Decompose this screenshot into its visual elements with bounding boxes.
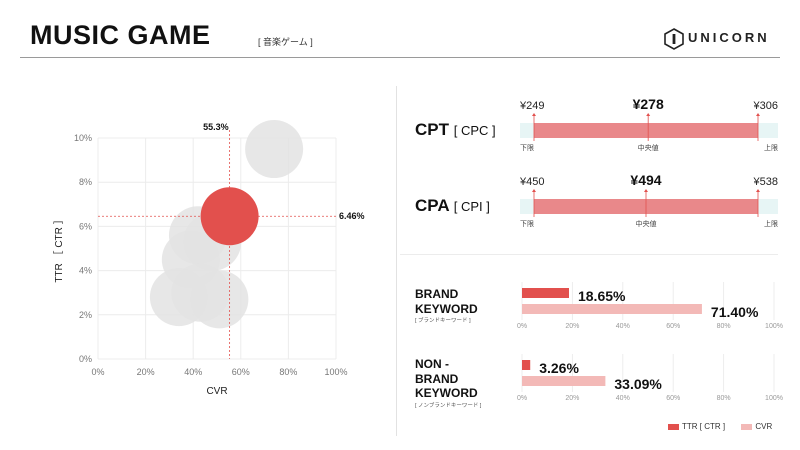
- highlight-y-label: 6.46%: [339, 211, 365, 221]
- brand-name: UNICORN: [688, 30, 770, 45]
- y-axis-title: TTR ［ CTR ］: [53, 214, 65, 282]
- cpa-min-arrow: [532, 189, 536, 192]
- cpt-median-caption: 中央値: [638, 143, 659, 152]
- cpt-max-caption: 上限: [764, 143, 778, 152]
- brand-x-tick-label: 60%: [666, 323, 680, 330]
- nonbrand-bar-ttr: [522, 360, 531, 370]
- brand-keyword-line-1: BRAND: [415, 287, 459, 301]
- nonbrand-keyword-title: NON - BRAND KEYWORD [ ノンブランドキーワード ]: [415, 357, 481, 409]
- cpt-sub-label: [ CPC ]: [453, 123, 496, 138]
- x-tick-label: 20%: [137, 367, 155, 377]
- highlight-x-label: 55.3%: [203, 122, 229, 132]
- brand-keyword-bar-chart: 0% 20% 40% 60% 80% 100% 18.65% 71.40%: [517, 282, 783, 330]
- section-divider: [400, 254, 778, 255]
- y-tick-label: 0%: [79, 354, 92, 364]
- bubble-point: [190, 270, 249, 329]
- brand-keyword-line-2: KEYWORD: [415, 301, 478, 316]
- x-tick-label: 60%: [232, 367, 250, 377]
- panel-divider: [396, 86, 397, 436]
- nonbrand-data-label-ttr: 3.26%: [539, 360, 579, 376]
- legend-label-ttr: TTR [ CTR ]: [682, 422, 726, 431]
- page-subtitle: [ 音楽ゲーム ]: [258, 37, 313, 47]
- x-axis-title: CVR: [206, 386, 227, 397]
- cpa-max-caption: 上限: [764, 219, 778, 228]
- page-title: MUSIC GAME: [30, 20, 211, 50]
- ttr-cvr-bubble-chart: 0% 20% 40% 60% 80% 100% 0% 2% 4% 6% 8% 10% CVR TTR ［ …: [53, 120, 365, 397]
- cpa-sub-label: [ CPI ]: [453, 199, 490, 214]
- nonbrand-keyword-sub: [ ノンブランドキーワード ]: [415, 402, 482, 409]
- nonbrand-keyword-line-3: KEYWORD: [415, 386, 478, 400]
- x-tick-label: 0%: [91, 367, 104, 377]
- brand-x-tick-label: 80%: [717, 323, 731, 330]
- cpt-max-arrow: [756, 113, 760, 116]
- legend-swatch-ttr: [668, 423, 679, 430]
- cpa-max-label: ¥538: [753, 176, 778, 188]
- cpt-median-arrow: [646, 113, 651, 116]
- cpt-range-bar: [534, 123, 758, 138]
- legend: TTR [ CTR ] CVR: [668, 422, 772, 431]
- brand-data-label-ttr: 18.65%: [578, 288, 626, 304]
- cpt-label: CPT: [415, 120, 449, 139]
- nonbrand-x-tick-label: 60%: [666, 395, 680, 402]
- brand-keyword-title: BRAND KEYWORD [ ブランドキーワード ]: [415, 287, 478, 324]
- brand-data-label-cvr: 71.40%: [711, 304, 759, 320]
- legend-item-ttr: TTR [ CTR ]: [668, 422, 727, 431]
- brand-keyword-sub: [ ブランドキーワード ]: [415, 318, 471, 324]
- brand-x-tick-label: 100%: [765, 323, 783, 330]
- cpa-range-chart: ¥450 ¥494 ¥538 下限 中央値 上限: [519, 172, 778, 228]
- nonbrand-bar-cvr: [522, 376, 606, 386]
- nonbrand-keyword-bar-chart: 0% 20% 40% 60% 80% 100% 3.26% 33.09%: [517, 354, 783, 402]
- cpa-median-label: ¥494: [630, 172, 661, 188]
- bubble-point: [245, 120, 304, 179]
- cpa-label: CPA: [415, 196, 449, 215]
- nonbrand-keyword-line-2: BRAND: [415, 371, 459, 386]
- legend-label-cvr: CVR: [755, 422, 773, 431]
- nonbrand-data-label-cvr: 33.09%: [614, 376, 662, 392]
- nonbrand-x-tick-label: 20%: [565, 395, 579, 402]
- brand-bar-ttr: [522, 288, 569, 298]
- brand-x-tick-label: 40%: [616, 323, 630, 330]
- cpa-metric-title: CPA [ CPI ]: [415, 196, 490, 216]
- legend-swatch-cvr: [741, 423, 753, 430]
- cpt-range-chart: ¥249 ¥278 ¥306 下限 中央値 上限: [519, 96, 778, 152]
- unicorn-hexagon-logo-icon: [664, 28, 684, 50]
- nonbrand-x-tick-label: 100%: [765, 395, 783, 402]
- highlight-bubble-point: [200, 187, 259, 246]
- header-divider: [20, 57, 780, 58]
- x-tick-label: 40%: [184, 367, 202, 377]
- cpa-min-caption: 下限: [520, 219, 534, 228]
- cpt-median-label: ¥278: [633, 96, 664, 112]
- cpa-min-label: ¥450: [519, 176, 544, 188]
- nonbrand-x-tick-label: 0%: [517, 395, 527, 402]
- legend-item-cvr: CVR: [741, 422, 772, 431]
- brand-x-tick-label: 20%: [565, 323, 579, 330]
- y-tick-label: 8%: [79, 177, 92, 187]
- x-tick-label: 100%: [324, 367, 347, 377]
- cpt-min-arrow: [532, 113, 536, 116]
- nonbrand-x-tick-label: 40%: [616, 395, 630, 402]
- cpt-metric-title: CPT [ CPC ]: [415, 120, 496, 140]
- cpa-median-caption: 中央値: [636, 219, 657, 228]
- brand-x-tick-label: 0%: [517, 323, 527, 330]
- x-tick-label: 80%: [279, 367, 297, 377]
- cpt-min-label: ¥249: [519, 100, 544, 112]
- cpt-min-caption: 下限: [520, 143, 534, 152]
- cpt-max-label: ¥306: [753, 100, 778, 112]
- brand-bar-cvr: [522, 304, 702, 314]
- nonbrand-x-tick-label: 80%: [717, 395, 731, 402]
- y-tick-label: 10%: [74, 133, 92, 143]
- nonbrand-keyword-line-1: NON -: [415, 357, 449, 371]
- cpa-median-arrow: [644, 189, 648, 192]
- y-tick-label: 4%: [79, 266, 92, 276]
- brand-logo: UNICORN: [664, 28, 776, 50]
- y-tick-label: 6%: [79, 221, 92, 231]
- cpa-max-arrow: [756, 189, 760, 192]
- y-tick-label: 2%: [79, 310, 92, 320]
